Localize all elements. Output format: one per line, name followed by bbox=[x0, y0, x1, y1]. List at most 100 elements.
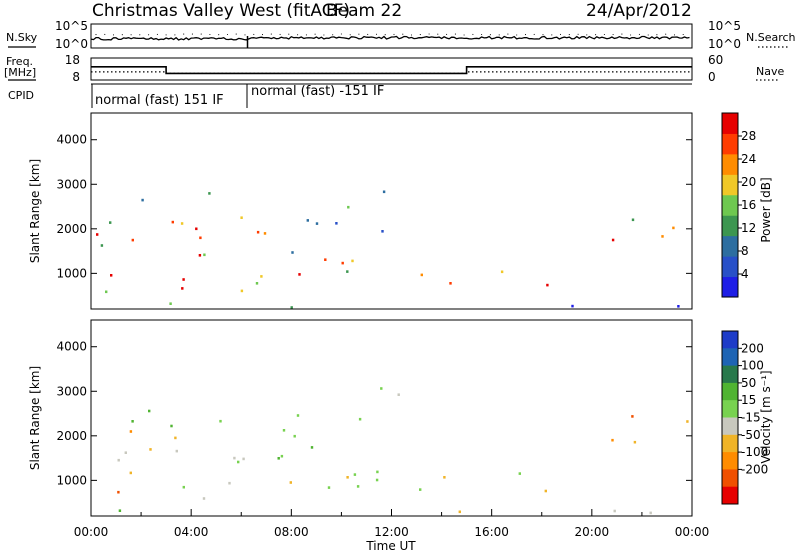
scatter-cell bbox=[686, 420, 689, 423]
power-color-band bbox=[722, 235, 738, 257]
nsearch-dot bbox=[148, 34, 150, 36]
scatter-cell bbox=[291, 251, 294, 254]
scatter-cell bbox=[148, 409, 151, 413]
y-tick-label: 3000 bbox=[56, 384, 87, 398]
velocity-x-ticks: 00:00 04:00 08:00 12:00 16:00 20:00 00:00 bbox=[74, 509, 709, 539]
scatter-cell bbox=[335, 222, 338, 225]
nave-tick-bottom: 0 bbox=[708, 70, 716, 84]
scatter-cell bbox=[280, 454, 284, 458]
nsearch-dot bbox=[437, 33, 439, 35]
velocity-color-band bbox=[722, 434, 738, 453]
scatter-cell bbox=[420, 273, 423, 277]
nsearch-dot bbox=[209, 33, 211, 36]
velocity-colorbar: 200 100 50 15 -15 -50 -100 -200 bbox=[721, 330, 768, 505]
nsearch-dot bbox=[507, 33, 509, 35]
y-tick-label: 4000 bbox=[56, 340, 87, 354]
scatter-cell bbox=[203, 253, 206, 257]
velocity-colorbar-label: Velocity [m s⁻¹] bbox=[759, 370, 773, 463]
velocity-data bbox=[117, 320, 689, 516]
y-tick-label: 1000 bbox=[56, 473, 87, 487]
scatter-cell bbox=[631, 218, 635, 222]
scatter-cell bbox=[117, 490, 120, 494]
scatter-cell bbox=[117, 458, 120, 462]
freq-label-line1: Freq. bbox=[6, 55, 33, 68]
scatter-cell bbox=[131, 420, 134, 423]
nsearch-dot bbox=[95, 34, 97, 36]
nsearch-dot bbox=[253, 33, 255, 35]
nsearch-dot bbox=[375, 33, 378, 35]
power-colorbar-tick-label: 20 bbox=[741, 175, 756, 189]
power-colorbar-tick-label: 24 bbox=[741, 152, 756, 166]
scatter-cell bbox=[233, 456, 236, 460]
scatter-cell bbox=[397, 393, 400, 396]
scatter-cell bbox=[310, 446, 314, 449]
nsearch-dot bbox=[463, 34, 465, 36]
noise-traces bbox=[90, 33, 690, 48]
scatter-cell bbox=[341, 261, 344, 265]
scatter-cell bbox=[500, 270, 504, 274]
scatter-cell bbox=[198, 254, 202, 257]
velocity-color-band bbox=[722, 365, 738, 384]
scatter-cell bbox=[277, 457, 280, 460]
nsearch-dot bbox=[130, 34, 132, 36]
cpid-label: CPID bbox=[8, 89, 34, 102]
scatter-cell bbox=[382, 190, 386, 194]
scatter-cell bbox=[375, 478, 379, 482]
scatter-cell bbox=[571, 304, 574, 308]
scatter-cell bbox=[356, 485, 360, 488]
scatter-cell bbox=[240, 216, 243, 219]
noise-strip-frame bbox=[90, 23, 693, 49]
scatter-cell bbox=[353, 473, 357, 476]
scatter-cell bbox=[293, 434, 296, 438]
scatter-cell bbox=[346, 270, 349, 273]
nsearch-dot bbox=[542, 34, 544, 36]
nsearch-dot bbox=[244, 34, 246, 36]
nsearch-dot bbox=[559, 33, 562, 35]
scatter-cell bbox=[208, 192, 211, 195]
nsky-tick-top: 10^5 bbox=[55, 19, 88, 33]
nsearch-dot bbox=[139, 34, 141, 36]
nsearch-dot bbox=[472, 33, 474, 35]
scatter-cell bbox=[169, 302, 172, 305]
power-colorbar-tick-label: 16 bbox=[741, 198, 756, 212]
nsearch-label: N.Search bbox=[746, 31, 796, 44]
power-color-band bbox=[722, 194, 738, 216]
nsearch-dot bbox=[279, 33, 281, 35]
nsearch-dot bbox=[428, 33, 430, 35]
scatter-cell bbox=[381, 230, 384, 233]
nsearch-dot bbox=[551, 34, 553, 36]
scatter-cell bbox=[182, 485, 185, 489]
freq-label-line2: [MHz] bbox=[4, 66, 36, 79]
velocity-colorbar-tick-label: -200 bbox=[741, 462, 768, 476]
freq-traces bbox=[91, 66, 692, 75]
scatter-cell bbox=[180, 222, 184, 225]
scatter-cell bbox=[171, 220, 174, 224]
date-label: 24/Apr/2012 bbox=[586, 1, 692, 21]
velocity-color-band bbox=[722, 348, 738, 367]
y-tick-label: 4000 bbox=[56, 133, 87, 147]
velocity-y-ticks: 1000 2000 3000 4000 bbox=[56, 340, 692, 487]
scatter-cell bbox=[347, 205, 350, 209]
nsearch-dot bbox=[288, 33, 290, 35]
nsearch-dot bbox=[612, 33, 614, 36]
scatter-cell bbox=[240, 289, 244, 293]
nsearch-dot bbox=[104, 33, 106, 35]
velocity-color-band bbox=[722, 486, 738, 505]
scatter-cell bbox=[181, 287, 184, 290]
power-frame bbox=[90, 112, 693, 310]
nsearch-dot bbox=[577, 33, 579, 35]
nsearch-dot bbox=[200, 33, 202, 35]
nsearch-dot bbox=[174, 34, 176, 36]
x-tick-label: 16:00 bbox=[474, 525, 509, 539]
x-axis-label: Time UT bbox=[365, 539, 416, 553]
nsearch-dot bbox=[297, 34, 299, 36]
nsearch-dot bbox=[673, 34, 676, 36]
x-tick-label: 12:00 bbox=[374, 525, 409, 539]
scatter-cell bbox=[182, 278, 185, 281]
velocity-colorbar-tick-label: 15 bbox=[741, 393, 756, 407]
power-colorbar-tick-label: 8 bbox=[741, 244, 749, 258]
freq-nave-strip: Freq. [MHz] 18 8 60 0 Nave bbox=[4, 53, 784, 84]
scatter-cell bbox=[315, 222, 319, 225]
velocity-color-band bbox=[722, 400, 738, 418]
cpid-strip: CPID normal (fast) 151 IF normal (fast) … bbox=[8, 83, 692, 108]
